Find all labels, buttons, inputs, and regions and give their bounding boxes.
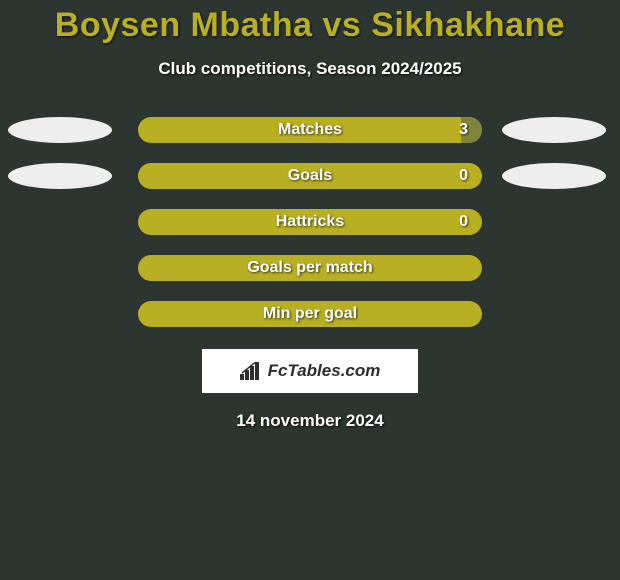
page-title: Boysen Mbatha vs Sikhakhane (0, 6, 620, 45)
comparison-row: Hattricks0 (0, 199, 620, 245)
bar-chart-icon (240, 362, 264, 380)
comparison-rows: Matches3Goals0Hattricks0Goals per matchM… (0, 107, 620, 337)
stat-bar: Hattricks0 (138, 209, 482, 235)
stat-bar: Goals per match (138, 255, 482, 281)
comparison-row: Min per goal (0, 291, 620, 337)
stat-label: Matches (138, 117, 482, 143)
stat-value-right: 0 (459, 209, 468, 235)
stat-label: Hattricks (138, 209, 482, 235)
footer-date: 14 november 2024 (0, 411, 620, 431)
logo-text: FcTables.com (268, 361, 381, 381)
stat-label: Goals (138, 163, 482, 189)
stat-bar: Min per goal (138, 301, 482, 327)
comparison-row: Matches3 (0, 107, 620, 153)
stat-label: Goals per match (138, 255, 482, 281)
comparison-row: Goals per match (0, 245, 620, 291)
stat-label: Min per goal (138, 301, 482, 327)
stat-value-right: 0 (459, 163, 468, 189)
left-player-oval (8, 117, 112, 143)
stat-bar: Goals0 (138, 163, 482, 189)
stat-bar: Matches3 (138, 117, 482, 143)
fctables-logo: FcTables.com (202, 349, 418, 393)
right-player-oval (502, 117, 606, 143)
stat-value-right: 3 (459, 117, 468, 143)
comparison-row: Goals0 (0, 153, 620, 199)
right-player-oval (502, 163, 606, 189)
content-wrapper: Boysen Mbatha vs Sikhakhane Club competi… (0, 0, 620, 431)
left-player-oval (8, 163, 112, 189)
subtitle: Club competitions, Season 2024/2025 (0, 59, 620, 79)
